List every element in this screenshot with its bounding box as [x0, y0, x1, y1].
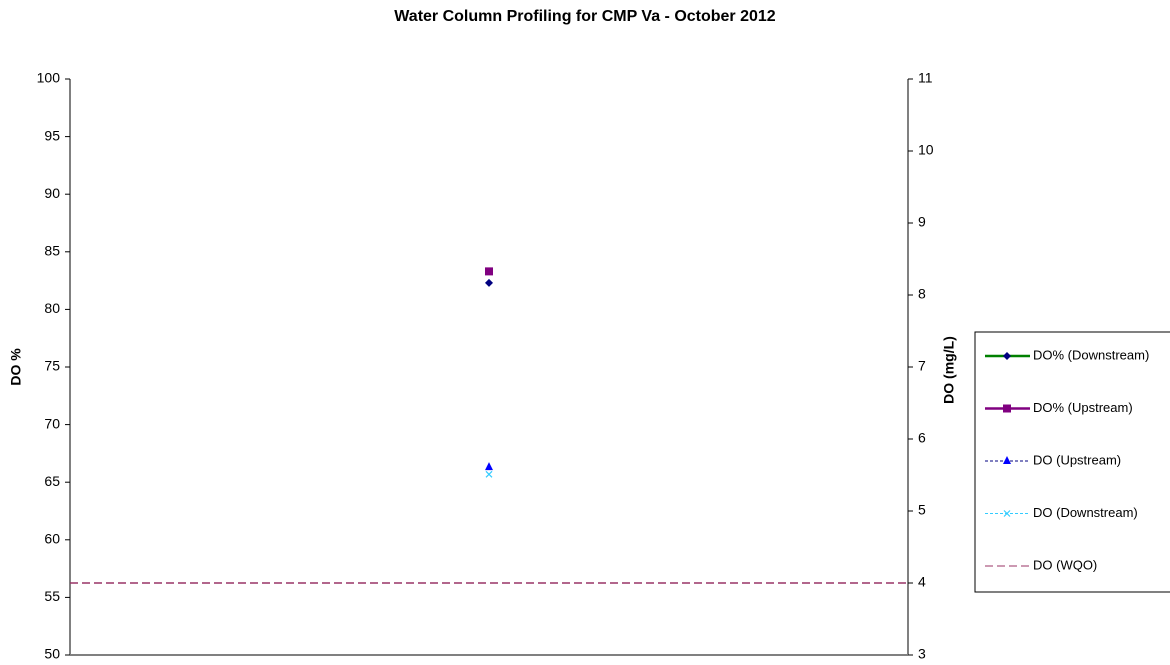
y2-tick-label: 8: [918, 286, 926, 302]
y-tick-label: 100: [37, 70, 61, 86]
y-tick-label: 75: [44, 358, 60, 374]
y-tick-label: 70: [44, 415, 60, 431]
y-tick-label: 85: [44, 243, 60, 259]
marker: [1003, 456, 1011, 464]
y2-tick-label: 5: [918, 502, 926, 518]
legend-label: DO (Downstream): [1033, 505, 1138, 520]
y2-tick-label: 7: [918, 358, 926, 374]
y-tick-label: 55: [44, 588, 60, 604]
marker: [485, 470, 493, 478]
legend-label: DO% (Downstream): [1033, 347, 1149, 362]
y2-tick-label: 9: [918, 214, 926, 230]
legend-label: DO% (Upstream): [1033, 400, 1133, 415]
marker: [485, 278, 493, 287]
y2-axis-title: DO (mg/L): [941, 336, 957, 404]
y2-tick-label: 10: [918, 142, 934, 158]
y-tick-label: 60: [44, 531, 60, 547]
y-tick-label: 80: [44, 300, 60, 316]
y-tick-label: 90: [44, 185, 60, 201]
legend-label: DO (Upstream): [1033, 452, 1121, 467]
chart-title: Water Column Profiling for CMP Va - Octo…: [394, 8, 776, 25]
y2-tick-label: 11: [918, 70, 933, 86]
y-tick-label: 50: [44, 646, 60, 662]
y-axis-title: DO %: [8, 348, 24, 386]
marker: [485, 267, 493, 276]
y-tick-label: 95: [44, 127, 60, 143]
marker: [485, 462, 493, 471]
y2-tick-label: 6: [918, 430, 926, 446]
legend-label: DO (WQO): [1033, 557, 1097, 572]
y-tick-label: 65: [44, 473, 60, 489]
marker: [1003, 510, 1011, 517]
y2-tick-label: 3: [918, 646, 926, 662]
marker: [1003, 352, 1011, 360]
y2-tick-label: 4: [918, 574, 926, 590]
marker: [1003, 404, 1011, 413]
